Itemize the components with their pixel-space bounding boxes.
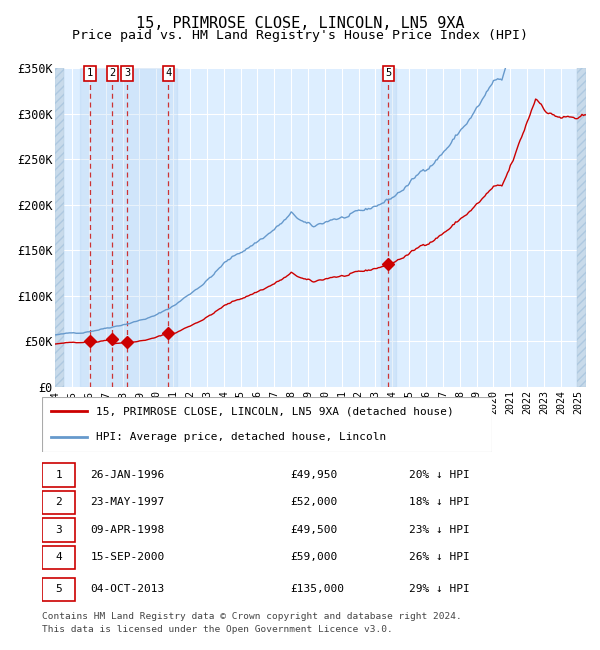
Bar — [380, 68, 396, 387]
Text: 29% ↓ HPI: 29% ↓ HPI — [409, 584, 470, 594]
Text: 4: 4 — [55, 552, 62, 562]
Text: £49,950: £49,950 — [290, 470, 338, 480]
FancyBboxPatch shape — [42, 578, 76, 601]
Text: This data is licensed under the Open Government Licence v3.0.: This data is licensed under the Open Gov… — [42, 625, 393, 634]
Text: £59,000: £59,000 — [290, 552, 338, 562]
Text: 18% ↓ HPI: 18% ↓ HPI — [409, 497, 470, 508]
Text: 5: 5 — [385, 68, 391, 78]
Text: HPI: Average price, detached house, Lincoln: HPI: Average price, detached house, Linc… — [96, 432, 386, 442]
Text: 15, PRIMROSE CLOSE, LINCOLN, LN5 9XA (detached house): 15, PRIMROSE CLOSE, LINCOLN, LN5 9XA (de… — [96, 406, 454, 417]
Text: £52,000: £52,000 — [290, 497, 338, 508]
Text: 26% ↓ HPI: 26% ↓ HPI — [409, 552, 470, 562]
Text: 04-OCT-2013: 04-OCT-2013 — [91, 584, 165, 594]
Text: 1: 1 — [55, 470, 62, 480]
Text: 15, PRIMROSE CLOSE, LINCOLN, LN5 9XA: 15, PRIMROSE CLOSE, LINCOLN, LN5 9XA — [136, 16, 464, 31]
Text: Price paid vs. HM Land Registry's House Price Index (HPI): Price paid vs. HM Land Registry's House … — [72, 29, 528, 42]
FancyBboxPatch shape — [42, 518, 76, 541]
Text: £135,000: £135,000 — [290, 584, 344, 594]
Text: 23% ↓ HPI: 23% ↓ HPI — [409, 525, 470, 535]
Text: 20% ↓ HPI: 20% ↓ HPI — [409, 470, 470, 480]
FancyBboxPatch shape — [42, 491, 76, 514]
FancyBboxPatch shape — [42, 463, 76, 487]
FancyBboxPatch shape — [42, 396, 492, 452]
Polygon shape — [55, 68, 64, 387]
Text: 1: 1 — [87, 68, 93, 78]
Polygon shape — [577, 68, 586, 387]
Text: 3: 3 — [55, 525, 62, 535]
Text: £49,500: £49,500 — [290, 525, 338, 535]
Text: 2: 2 — [109, 68, 115, 78]
Text: 26-JAN-1996: 26-JAN-1996 — [91, 470, 165, 480]
Text: 15-SEP-2000: 15-SEP-2000 — [91, 552, 165, 562]
Text: 23-MAY-1997: 23-MAY-1997 — [91, 497, 165, 508]
Text: 2: 2 — [55, 497, 62, 508]
FancyBboxPatch shape — [42, 545, 76, 569]
Text: Contains HM Land Registry data © Crown copyright and database right 2024.: Contains HM Land Registry data © Crown c… — [42, 612, 462, 621]
Text: 09-APR-1998: 09-APR-1998 — [91, 525, 165, 535]
Text: 3: 3 — [124, 68, 130, 78]
Bar — [80, 68, 176, 387]
Text: 5: 5 — [55, 584, 62, 594]
Text: 4: 4 — [165, 68, 172, 78]
